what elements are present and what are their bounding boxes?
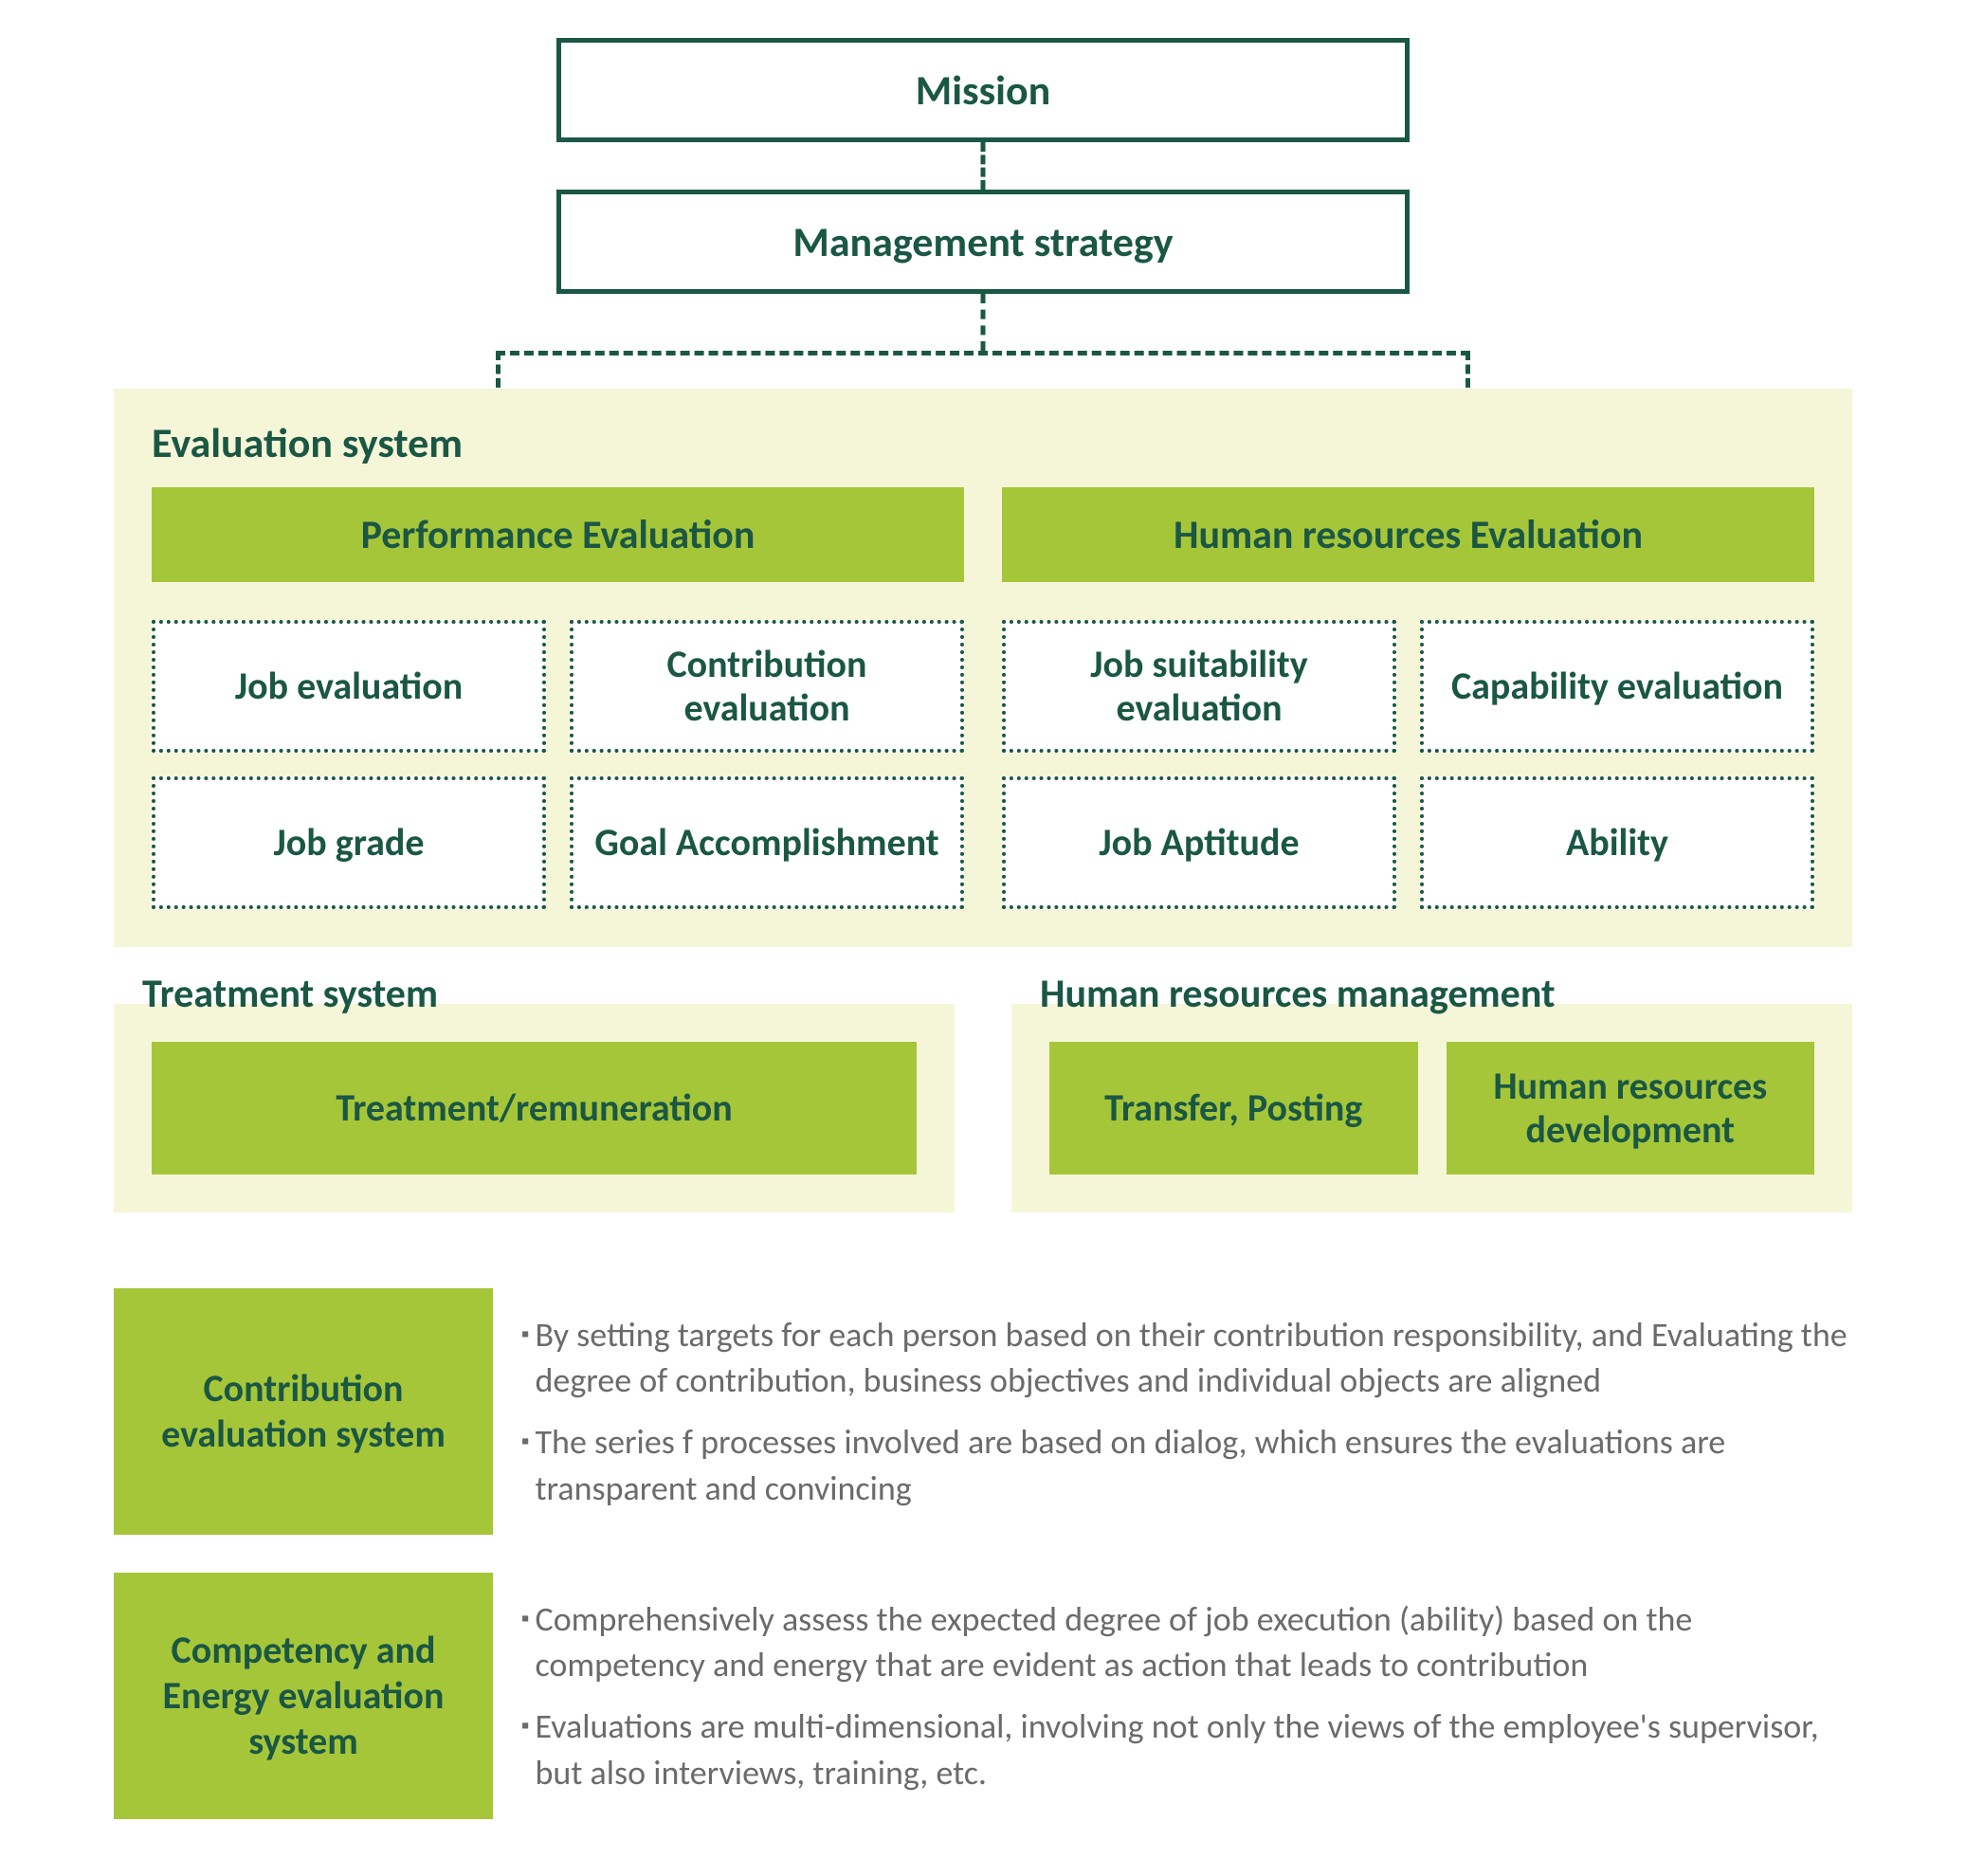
mission-box: Mission <box>556 38 1410 142</box>
performance-evaluation-header: Performance Evaluation <box>152 487 964 582</box>
connector-horizontal <box>496 351 1469 355</box>
treatment-remuneration-box: Treatment/remuneration <box>152 1042 917 1175</box>
job-evaluation-box: Job evaluation <box>152 620 546 753</box>
performance-evaluation-group: Performance Evaluation Job evaluation Co… <box>152 487 964 909</box>
definition-label-competency: Competency and Energy evaluation system <box>114 1573 493 1819</box>
definition-bullet: Evaluations are multi-dimensional, invol… <box>521 1703 1852 1795</box>
transfer-posting-box: Transfer, Posting <box>1049 1042 1418 1175</box>
diagram-root: Mission Management strategy Evaluation s… <box>114 38 1852 1819</box>
definition-row-competency: Competency and Energy evaluation system … <box>114 1573 1852 1819</box>
job-aptitude-box: Job Aptitude <box>1002 776 1396 909</box>
capability-evaluation-box: Capability evaluation <box>1420 620 1814 753</box>
definitions-section: Contribution evaluation system By settin… <box>114 1288 1852 1819</box>
definition-bullets-competency: Comprehensively assess the expected degr… <box>521 1573 1852 1819</box>
connector-split <box>114 294 1852 370</box>
ability-box: Ability <box>1420 776 1814 909</box>
hr-evaluation-label: Human resources Evaluation <box>1174 511 1643 559</box>
definition-bullet: By setting targets for each person based… <box>521 1312 1852 1404</box>
job-grade-box: Job grade <box>152 776 546 909</box>
definition-bullets-contribution: By setting targets for each person based… <box>521 1288 1852 1535</box>
connector-mission-strategy <box>981 142 986 190</box>
goal-accomplishment-box: Goal Accomplishment <box>570 776 964 909</box>
performance-evaluation-label: Performance Evaluation <box>361 511 755 559</box>
definition-bullet: Comprehensively assess the expected degr… <box>521 1596 1852 1688</box>
job-suitability-box: Job suitability evaluation <box>1002 620 1396 753</box>
treatment-system-panel: Treatment system Treatment/remuneration <box>114 1004 955 1212</box>
definition-bullet: The series f processes involved are base… <box>521 1419 1852 1511</box>
definition-label-contribution: Contribution evaluation system <box>114 1288 493 1535</box>
strategy-box: Management strategy <box>556 190 1410 294</box>
hr-development-box: Human resources development <box>1447 1042 1815 1175</box>
hr-evaluation-header: Human resources Evaluation <box>1002 487 1814 582</box>
contribution-evaluation-box: Contribution evaluation <box>570 620 964 753</box>
hr-management-title: Human resources management <box>1040 970 1556 1018</box>
evaluation-system-title: Evaluation system <box>152 417 1814 468</box>
strategy-label: Management strategy <box>792 216 1173 267</box>
treatment-system-title: Treatment system <box>142 970 438 1018</box>
hr-management-panel: Human resources management Transfer, Pos… <box>1011 1004 1852 1212</box>
definition-row-contribution: Contribution evaluation system By settin… <box>114 1288 1852 1535</box>
mission-label: Mission <box>916 64 1050 116</box>
hr-evaluation-group: Human resources Evaluation Job suitabili… <box>1002 487 1814 909</box>
connector-strategy-down <box>981 294 986 351</box>
evaluation-system-panel: Evaluation system Performance Evaluation… <box>114 389 1852 947</box>
